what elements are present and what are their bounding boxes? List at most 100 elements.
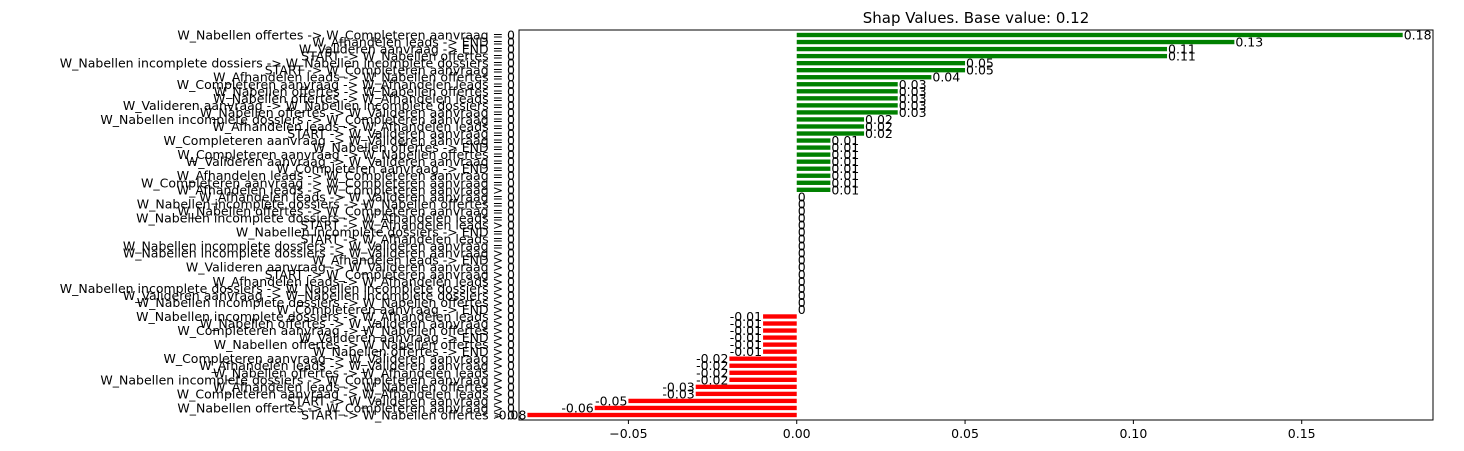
category-label: W_Afhandelen leads -> W_Completeren aanv…: [177, 182, 515, 197]
value-label: 0.13: [1235, 35, 1263, 50]
category-label: W_Valideren aanvraag -> W_Valideren aanv…: [186, 260, 515, 275]
category-label: W_Nabellen offertes -> W_Completeren aan…: [177, 28, 515, 43]
category-label: W_Completeren aanvraag -> W_Afhandelen l…: [177, 77, 515, 92]
bar: [695, 391, 797, 397]
category-label: W_Nabellen incomplete dossiers -> W_Nabe…: [60, 56, 515, 71]
value-label: 0.01: [831, 147, 859, 162]
value-label: 0.01: [831, 161, 859, 176]
value-label: 0: [798, 295, 806, 310]
bar: [796, 39, 1235, 45]
category-label: START -> W_Nabellen offertes > 0: [301, 408, 515, 423]
value-label: -0.01: [730, 344, 762, 359]
x-tick-label: −0.05: [609, 426, 647, 441]
value-label: 0: [798, 281, 806, 296]
value-label: -0.02: [696, 358, 728, 373]
category-label: W_Completeren aanvraag -> END = 0: [276, 161, 515, 176]
bar: [729, 377, 797, 382]
category-label: W_Valideren aanvraag -> END > 0: [299, 330, 515, 345]
value-label: -0.01: [730, 323, 762, 338]
value-label: 0: [798, 260, 806, 275]
plot-frame: [518, 29, 1434, 421]
value-label: 0: [798, 253, 806, 268]
value-label: 0.01: [831, 168, 859, 183]
value-label: -0.03: [662, 386, 694, 401]
x-tick-label: 0.10: [1119, 426, 1147, 441]
bar: [695, 384, 797, 390]
value-label: 0: [798, 218, 806, 233]
bar: [763, 335, 797, 340]
category-label: W_Completeren aanvraag -> W_Nabellen off…: [177, 147, 515, 162]
value-labels: 0.180.130.110.110.050.050.040.030.030.03…: [494, 28, 1432, 423]
bar: [763, 342, 797, 347]
category-label: W_Afhandelen leads -> W_Nabellen offerte…: [213, 70, 515, 85]
bar: [796, 117, 865, 122]
category-label: W_Afhandelen leads -> W_Afhandelen leads…: [213, 274, 516, 289]
category-label: W_Completeren aanvraag -> W_Valideren aa…: [163, 133, 515, 148]
category-label: W_Nabellen incomplete dossiers -> END = …: [236, 225, 515, 240]
category-label: W_Afhandelen leads -> W_Nabellen offerte…: [213, 379, 515, 394]
category-label: W_Afhandelen leads -> END = 0: [312, 35, 515, 50]
category-label: START -> W_Afhandelen leads > 0: [301, 218, 515, 233]
category-labels: W_Nabellen offertes -> W_Completeren aan…: [60, 28, 515, 423]
category-label: W_Valideren aanvraag -> W_Nabellen incom…: [123, 98, 515, 113]
bar: [763, 328, 797, 333]
value-label: -0.03: [662, 379, 694, 394]
bar: [796, 159, 831, 164]
category-label: W_Nabellen incomplete dossiers -> W_Comp…: [100, 112, 515, 127]
bar: [796, 60, 966, 66]
bar: [796, 68, 966, 73]
value-label: 0: [798, 274, 806, 289]
value-label: 0: [798, 210, 806, 225]
value-label: 0.11: [1168, 42, 1196, 57]
value-label: 0: [798, 246, 806, 261]
category-label: W_Valideren aanvraag -> W_Nabellen incom…: [123, 288, 515, 303]
value-label: -0.08: [494, 408, 526, 423]
category-label: START -> W_Afhandelen leads = 0: [301, 232, 515, 247]
value-label: 0.03: [899, 98, 927, 113]
bar: [796, 110, 898, 115]
value-label: -0.05: [595, 393, 627, 408]
value-label: 0: [798, 288, 806, 303]
bar: [796, 173, 831, 178]
bar: [796, 82, 898, 87]
category-label: W_Completeren aanvraag -> W_Valideren aa…: [163, 351, 515, 366]
value-label: -0.01: [730, 330, 762, 345]
category-label: W_Nabellen offertes -> W_Nabellen offert…: [214, 84, 515, 99]
category-label: W_Nabellen incomplete dossiers -> W_Nabe…: [137, 295, 515, 310]
value-label: 0.01: [831, 140, 859, 155]
category-label: W_Valideren aanvraag -> END = 0: [299, 42, 515, 57]
category-label: W_Nabellen incomplete dossiers -> W_Nabe…: [60, 281, 515, 296]
value-label: 0.01: [831, 182, 859, 197]
chart-title: Shap Values. Base value: 0.12: [863, 9, 1090, 27]
category-label: W_Afhandelen leads -> END > 0: [312, 253, 515, 268]
value-label: 0.03: [899, 91, 927, 106]
category-label: W_Nabellen offertes -> W_Valideren aanvr…: [200, 316, 515, 331]
bar: [796, 75, 932, 80]
category-label: W_Completeren aanvraag -> W_Completeren …: [141, 175, 515, 190]
category-label: W_Nabellen incomplete dossiers -> W_Afha…: [136, 210, 515, 225]
value-label: 0.05: [966, 63, 994, 78]
category-label: START -> W_Valideren aanvraag > 0: [287, 393, 515, 408]
category-label: W_Afhandelen leads -> W_Completeren aanv…: [177, 168, 515, 183]
bar: [796, 89, 898, 94]
value-label: -0.06: [561, 400, 593, 415]
value-label: -0.02: [696, 372, 728, 387]
value-label: 0: [798, 239, 806, 254]
value-label: 0.03: [899, 105, 927, 120]
bar: [729, 363, 797, 368]
bar: [763, 321, 797, 326]
category-label: W_Nabellen incomplete dossiers -> W_Comp…: [100, 372, 515, 387]
value-label: 0: [798, 189, 806, 204]
category-label: START -> W_Completeren aanvraag = 0: [265, 63, 515, 78]
bar: [763, 349, 797, 354]
bar: [796, 145, 831, 150]
value-label: -0.02: [696, 351, 728, 366]
bar: [796, 180, 831, 185]
bar: [628, 398, 797, 404]
category-label: W_Nabellen offertes -> W_Afhandelen lead…: [213, 365, 515, 380]
value-label: 0.01: [831, 154, 859, 169]
bar: [796, 131, 865, 136]
category-label: W_Afhandelen leads -> W_Afhandelen leads…: [213, 119, 516, 134]
value-label: 0: [798, 267, 806, 282]
